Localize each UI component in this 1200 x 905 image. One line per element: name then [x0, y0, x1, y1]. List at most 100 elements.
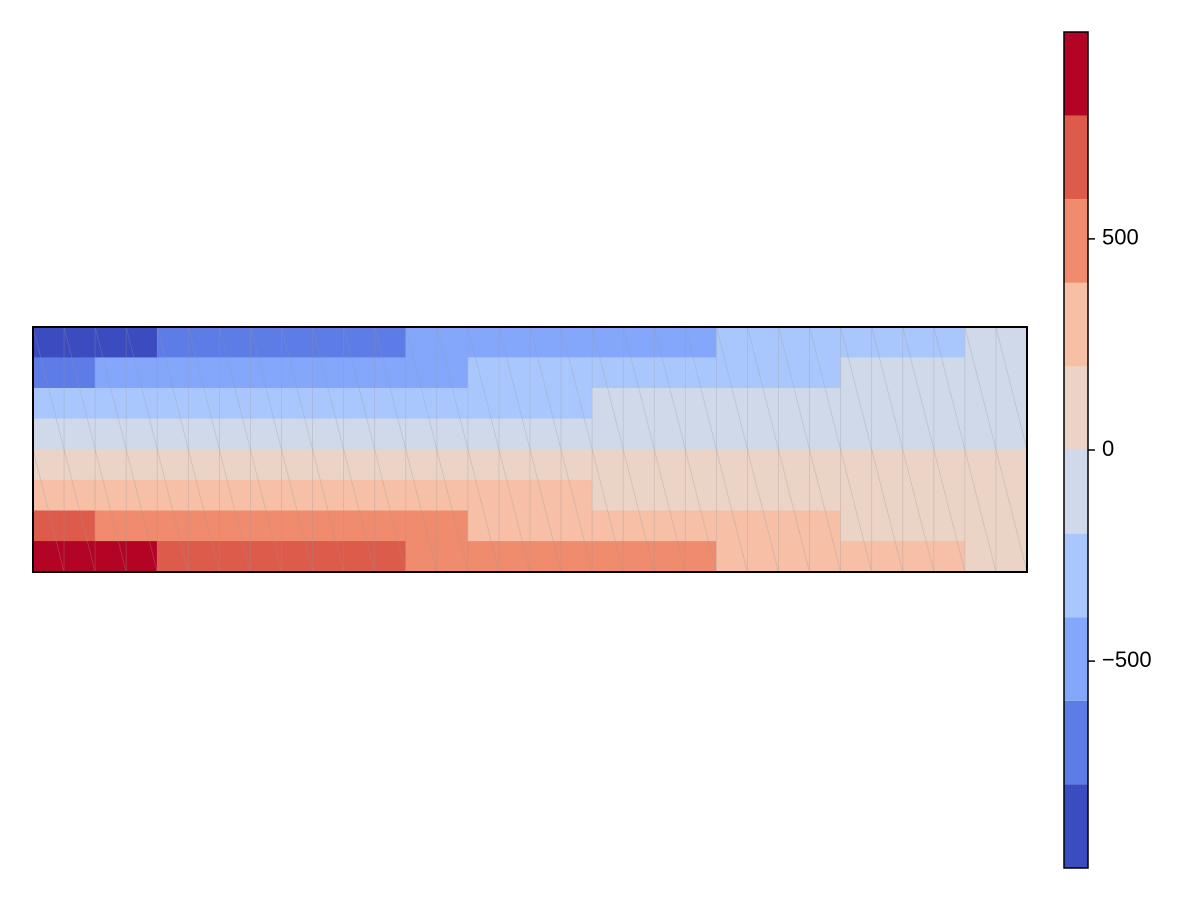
contour-cell	[964, 510, 1028, 543]
mesh-line	[933, 327, 997, 572]
contour-cell	[219, 388, 283, 420]
contour-cell	[964, 418, 1028, 451]
contour-cell	[591, 388, 656, 420]
colorbar-band	[1064, 282, 1088, 367]
contour-cell	[902, 388, 966, 420]
mesh-line	[995, 327, 1027, 452]
mesh-line	[218, 327, 282, 572]
contour-cell	[94, 510, 159, 543]
contour-cell	[281, 357, 345, 390]
contour-cell	[591, 541, 656, 573]
contour-cell	[405, 388, 469, 420]
contour-cell	[654, 357, 718, 390]
mesh-line	[684, 327, 748, 572]
contour-cell	[467, 418, 531, 451]
contour-cell	[157, 510, 221, 543]
contour-cell	[591, 326, 656, 359]
contour-cell	[157, 541, 221, 573]
colorbar-frame	[1063, 31, 1089, 869]
contour-cell	[840, 510, 904, 543]
contour-cell	[778, 388, 842, 420]
contour-cell	[529, 449, 593, 481]
mesh-line	[871, 327, 935, 572]
contour-cell	[778, 418, 842, 451]
contour-cell	[157, 479, 221, 512]
colorbar-band	[1064, 366, 1088, 450]
plot-frame	[32, 326, 1028, 573]
contour-cell	[343, 510, 407, 543]
contour-cell	[281, 449, 345, 481]
contour-cell	[405, 479, 469, 512]
mesh-line	[63, 327, 127, 572]
mesh-line	[405, 327, 469, 572]
contour-cell	[94, 357, 159, 390]
colorbar-tick-label: −500	[1102, 647, 1152, 672]
colorbar-band	[1064, 115, 1088, 200]
contour-cell	[840, 388, 904, 420]
contour-cell	[902, 357, 966, 390]
mesh-line	[281, 327, 345, 572]
contour-cell	[654, 418, 718, 451]
mesh-line	[715, 327, 779, 572]
contour-cell	[840, 449, 904, 481]
contour-cell	[840, 541, 904, 573]
contour-cell	[94, 449, 159, 481]
mesh-line	[498, 327, 562, 572]
contour-cell	[902, 479, 966, 512]
contour-cell	[716, 449, 780, 481]
mesh-line	[840, 327, 904, 572]
contour-cell	[716, 326, 780, 359]
contour-cell	[343, 326, 407, 359]
contour-cell	[654, 388, 718, 420]
contour-cell	[902, 510, 966, 543]
contour-cell	[94, 479, 159, 512]
mesh-line	[94, 327, 158, 572]
contour-cell	[467, 479, 531, 512]
mesh-line	[653, 327, 717, 572]
colorbar-band	[1064, 533, 1088, 618]
mesh-line	[560, 327, 624, 572]
contour-cell	[716, 357, 780, 390]
contour-cell	[157, 449, 221, 481]
contour-cell	[529, 541, 593, 573]
contour-cell	[778, 357, 842, 390]
colorbar: −500 0 500	[1064, 32, 1152, 868]
contour-cell	[405, 510, 469, 543]
contour-cell	[32, 357, 96, 390]
contour-cell	[654, 449, 718, 481]
mesh-line	[436, 327, 500, 572]
contour-cell	[654, 479, 718, 512]
contour-cell	[32, 510, 96, 543]
colorbar-band	[1064, 617, 1088, 701]
contour-cell	[591, 449, 656, 481]
mesh-line	[343, 327, 407, 572]
mesh-line	[33, 447, 65, 572]
contour-cell	[219, 510, 283, 543]
contour-cell	[343, 449, 407, 481]
mesh-line	[374, 327, 438, 572]
contour-cell	[840, 479, 904, 512]
contour-cell	[716, 479, 780, 512]
contour-cell	[157, 357, 221, 390]
contour-cell	[778, 326, 842, 359]
contour-cell	[467, 326, 531, 359]
mesh-line	[778, 327, 842, 572]
contour-cell	[343, 357, 407, 390]
contour-cell	[219, 479, 283, 512]
contour-cell	[778, 541, 842, 573]
colorbar-band	[1064, 199, 1088, 283]
mesh-line	[591, 327, 655, 572]
colorbar-band	[1064, 450, 1088, 534]
contour-cell	[654, 510, 718, 543]
colorbar-band	[1064, 784, 1088, 868]
contour-cell	[281, 418, 345, 451]
contour-cell	[94, 326, 159, 359]
contour-cell	[343, 418, 407, 451]
contour-cell	[405, 541, 469, 573]
contour-cell	[467, 541, 531, 573]
contour-cell	[529, 510, 593, 543]
mesh-line	[156, 327, 220, 572]
contour-field	[32, 326, 1028, 573]
colorbar-band	[1064, 700, 1088, 785]
